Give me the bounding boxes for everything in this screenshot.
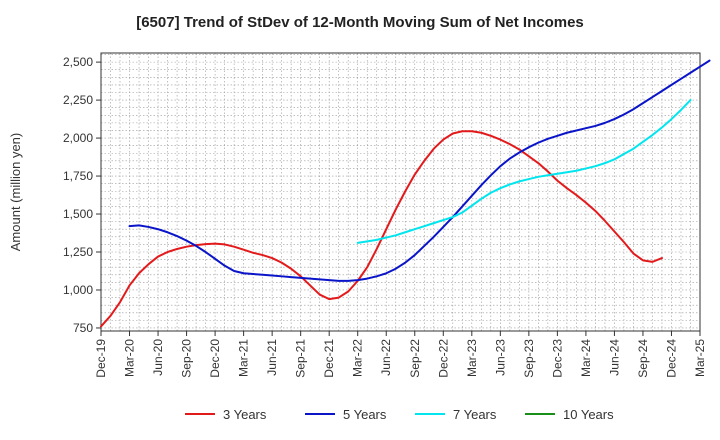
x-tick-label: Dec-21 bbox=[322, 339, 336, 378]
x-tick-label: Mar-24 bbox=[579, 339, 593, 377]
x-tick-label: Jun-22 bbox=[379, 339, 393, 376]
x-tick-label: Mar-21 bbox=[237, 339, 251, 377]
plot-border bbox=[100, 52, 701, 332]
y-tick-label: 750 bbox=[73, 321, 93, 335]
x-tick-label: Mar-20 bbox=[123, 339, 137, 377]
legend-label: 10 Years bbox=[563, 407, 614, 422]
x-tick-label: Sep-22 bbox=[408, 339, 422, 378]
y-tick-label: 2,250 bbox=[63, 93, 93, 107]
x-tick-label: Sep-21 bbox=[294, 339, 308, 378]
x-tick-label: Jun-20 bbox=[151, 339, 165, 376]
x-tick-label: Jun-23 bbox=[493, 339, 507, 376]
grid-lines bbox=[100, 53, 701, 331]
x-tick-label: Dec-20 bbox=[208, 339, 222, 378]
x-tick-label: Mar-23 bbox=[465, 339, 479, 377]
series-lines bbox=[100, 59, 711, 328]
series-line-3-years bbox=[100, 130, 663, 328]
legend-label: 5 Years bbox=[343, 407, 387, 422]
legend-label: 3 Years bbox=[223, 407, 267, 422]
x-tick-label: Sep-20 bbox=[180, 339, 194, 378]
x-tick-labels: Dec-19 Mar-20 Jun-20 Sep-20 Dec-20 Mar-21 Jun-… bbox=[94, 339, 707, 378]
x-tick-label: Dec-19 bbox=[94, 339, 108, 378]
y-tick-labels: 750 1,000 1,250 1,500 1,750 2,000 2,250 2,500 bbox=[63, 55, 93, 335]
x-tick-label: Dec-22 bbox=[436, 339, 450, 378]
y-axis-title: Amount (million yen) bbox=[8, 133, 23, 252]
x-tick-label: Sep-23 bbox=[522, 339, 536, 378]
x-tick-label: Jun-21 bbox=[265, 339, 279, 376]
axes bbox=[96, 52, 701, 336]
series-line-7-years bbox=[356, 99, 692, 244]
x-tick-label: Mar-22 bbox=[351, 339, 365, 377]
x-tick-label: Mar-25 bbox=[693, 339, 707, 377]
x-tick-label: Jun-24 bbox=[607, 339, 621, 376]
y-tick-label: 1,000 bbox=[63, 283, 93, 297]
x-tick-label: Sep-24 bbox=[636, 339, 650, 378]
legend-label: 7 Years bbox=[453, 407, 497, 422]
x-tick-label: Dec-24 bbox=[664, 339, 678, 378]
legend: 3 Years 5 Years 7 Years 10 Years bbox=[185, 407, 614, 422]
y-tick-label: 1,750 bbox=[63, 169, 93, 183]
y-tick-label: 1,250 bbox=[63, 245, 93, 259]
x-tick-label: Dec-23 bbox=[550, 339, 564, 378]
series-line-5-years bbox=[128, 59, 711, 282]
y-tick-label: 2,500 bbox=[63, 55, 93, 69]
y-tick-label: 1,500 bbox=[63, 207, 93, 221]
chart-title: [6507] Trend of StDev of 12-Month Moving… bbox=[136, 14, 584, 31]
y-tick-label: 2,000 bbox=[63, 131, 93, 145]
